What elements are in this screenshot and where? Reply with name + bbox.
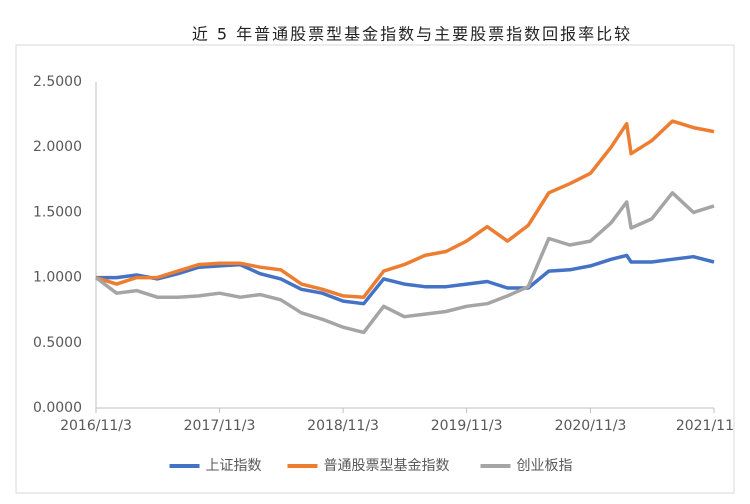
legend-label: 上证指数	[206, 458, 262, 474]
legend-label: 创业板指	[517, 458, 573, 474]
chart-title: 近 5 年普通股票型基金指数与主要股票指数回报率比较	[192, 25, 632, 44]
x-tick-label: 2017/11/3	[184, 418, 256, 434]
x-tick-label: 2021/11	[676, 418, 734, 434]
x-tick-label: 2016/11/3	[60, 418, 132, 434]
x-tick-label: 2018/11/3	[307, 418, 379, 434]
chart-frame	[15, 44, 735, 494]
x-tick-label: 2020/11/3	[555, 418, 627, 434]
legend-label: 普通股票型基金指数	[324, 457, 450, 474]
y-tick-label: 0.5000	[33, 335, 82, 351]
y-tick-label: 2.0000	[33, 139, 82, 155]
series-line	[95, 119, 715, 299]
y-tick-label: 1.0000	[33, 270, 82, 286]
series-line	[96, 253, 715, 306]
y-tick-label: 0.0000	[33, 400, 82, 416]
x-tick-label: 2019/11/3	[431, 418, 503, 434]
series-line	[94, 191, 715, 335]
y-tick-label: 1.5000	[33, 204, 82, 220]
y-tick-label: 2.5000	[33, 74, 82, 90]
